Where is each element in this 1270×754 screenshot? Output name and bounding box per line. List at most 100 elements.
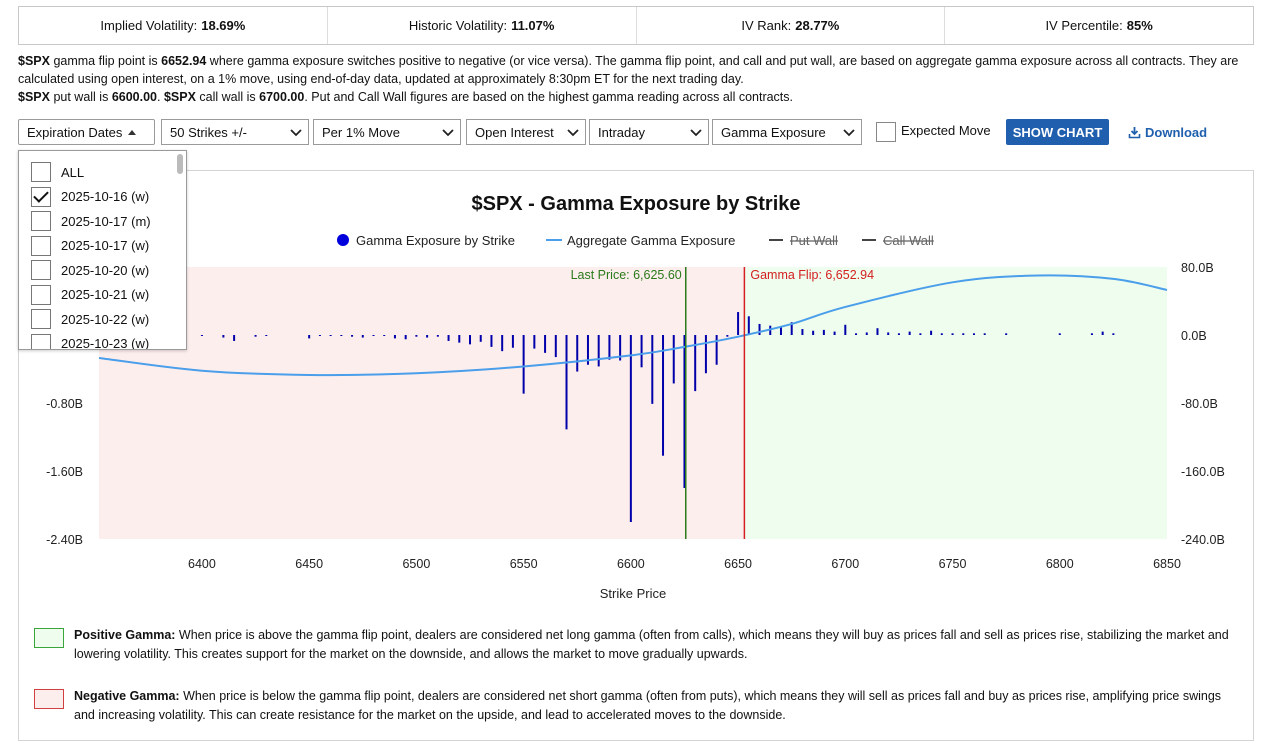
expiration-option[interactable]: 2025-10-16 (w) xyxy=(31,185,149,209)
historic-volatility-stat: Historic Volatility: 11.07% xyxy=(328,7,637,44)
expiration-option[interactable]: 2025-10-17 (m) xyxy=(31,209,151,233)
y-right-tick-label: 80.0B xyxy=(1181,261,1214,275)
gamma-bar xyxy=(672,335,675,384)
chevron-down-icon xyxy=(843,129,855,137)
gamma-bar xyxy=(501,335,504,352)
strikes-select[interactable]: 50 Strikes +/- xyxy=(161,119,309,145)
gamma-bar xyxy=(833,331,836,335)
expiration-checkbox[interactable] xyxy=(31,211,51,231)
gamma-bar xyxy=(393,335,396,339)
gamma-bar xyxy=(200,335,203,336)
gamma-exposure-panel: $SPX - Gamma Exposure by Strike Gamma Exp… xyxy=(18,170,1254,741)
gamma-bar xyxy=(844,324,847,335)
gamma-bar xyxy=(447,335,450,341)
gamma-bar xyxy=(737,312,740,335)
y-right-tick-label: 0.0B xyxy=(1181,329,1207,343)
gamma-bar xyxy=(265,335,268,336)
chevron-down-icon xyxy=(690,129,702,137)
expiration-option[interactable]: 2025-10-17 (w) xyxy=(31,234,149,258)
gamma-bar xyxy=(640,335,643,368)
expiration-checkbox[interactable] xyxy=(31,260,51,280)
expiration-dates-select[interactable]: Expiration Dates xyxy=(18,119,155,145)
gamma-bar xyxy=(340,335,343,336)
gamma-bar xyxy=(876,328,879,335)
gamma-bar xyxy=(436,335,439,337)
download-link[interactable]: Download xyxy=(1128,125,1207,140)
expected-move-checkbox[interactable] xyxy=(876,122,896,142)
expiration-option[interactable]: 2025-10-22 (w) xyxy=(31,307,149,331)
x-tick-label: 6650 xyxy=(724,557,752,571)
gamma-bar xyxy=(1101,331,1104,335)
chevron-down-icon xyxy=(442,129,454,137)
expiration-option[interactable]: 2025-10-21 (w) xyxy=(31,283,149,307)
gamma-bar xyxy=(1005,333,1008,335)
expiration-checkbox[interactable] xyxy=(31,333,51,349)
gamma-bar xyxy=(1112,333,1115,335)
gamma-bar xyxy=(855,333,858,335)
x-tick-label: 6800 xyxy=(1046,557,1074,571)
expiration-checkbox[interactable] xyxy=(31,309,51,329)
expiration-option[interactable]: 2025-10-20 (w) xyxy=(31,258,149,282)
x-tick-label: 6450 xyxy=(295,557,323,571)
gamma-bar xyxy=(383,335,386,336)
legend-call-wall: Call Wall xyxy=(883,233,934,248)
period-select[interactable]: Intraday xyxy=(589,119,709,145)
gamma-bar xyxy=(651,335,654,404)
expiration-option[interactable]: ALL xyxy=(31,160,84,184)
y-left-tick-label: -1.60B xyxy=(46,465,83,479)
show-chart-button[interactable]: SHOW CHART xyxy=(1006,119,1109,145)
gamma-bar xyxy=(726,335,729,337)
gamma-bar xyxy=(1058,333,1061,335)
gamma-bar xyxy=(533,335,536,349)
expiration-checkbox[interactable] xyxy=(31,162,51,182)
gamma-bar xyxy=(619,335,622,361)
metric-select[interactable]: Gamma Exposure xyxy=(712,119,862,145)
y-right-tick-label: -160.0B xyxy=(1181,465,1225,479)
x-tick-label: 6550 xyxy=(510,557,538,571)
expiration-checkbox[interactable] xyxy=(31,235,51,256)
gamma-bar xyxy=(822,329,825,335)
gamma-bar xyxy=(479,335,482,342)
positive-gamma-note: Positive Gamma: When price is above the … xyxy=(34,626,1234,664)
implied-volatility-stat: Implied Volatility: 18.69% xyxy=(19,7,328,44)
negative-gamma-note: Negative Gamma: When price is below the … xyxy=(34,687,1234,725)
expiration-option[interactable]: 2025-10-23 (w) xyxy=(31,332,150,350)
download-icon xyxy=(1128,127,1141,139)
dropdown-scrollbar[interactable] xyxy=(177,154,183,174)
gamma-bar xyxy=(983,333,986,335)
expiration-label: 2025-10-21 (w) xyxy=(61,287,150,302)
expiration-checkbox[interactable] xyxy=(31,284,51,305)
chevron-down-icon xyxy=(290,129,302,137)
gamma-bar xyxy=(415,335,418,337)
legend-dot-icon xyxy=(337,234,349,246)
gamma-bar xyxy=(887,332,890,335)
x-axis-title: Strike Price xyxy=(600,586,666,601)
gamma-exposure-chart: $SPX - Gamma Exposure by Strike Gamma Exp… xyxy=(46,193,1225,601)
gamma-bar xyxy=(919,333,922,335)
gamma-bar xyxy=(458,335,461,343)
gamma-bar xyxy=(565,335,568,430)
gamma-bar xyxy=(908,331,911,335)
legend-put-wall: Put Wall xyxy=(790,233,838,248)
expiration-label: 2025-10-23 (w) xyxy=(61,336,150,350)
gamma-bar xyxy=(694,335,697,392)
aggregate-gamma-line xyxy=(98,274,1168,377)
legend-gamma-by-strike: Gamma Exposure by Strike xyxy=(356,233,515,248)
expiration-label: ALL xyxy=(61,164,85,180)
move-select[interactable]: Per 1% Move xyxy=(313,119,461,145)
gamma-bar xyxy=(758,323,761,335)
gamma-bar xyxy=(308,335,311,339)
gamma-bar xyxy=(801,329,804,335)
gamma-bar xyxy=(972,333,975,335)
gamma-bar xyxy=(554,335,557,358)
positive-gamma-swatch xyxy=(34,628,64,648)
expiration-checkbox[interactable] xyxy=(31,186,51,207)
expiration-label: 2025-10-17 (m) xyxy=(61,213,151,229)
expiration-dates-dropdown[interactable]: ALL 2025-10-16 (w) 2025-10-17 (m) 2025-10-1… xyxy=(18,150,187,350)
gamma-info-text: $SPX gamma flip point is 6652.94 where g… xyxy=(18,52,1254,106)
expiration-label: 2025-10-20 (w) xyxy=(61,262,150,278)
gamma-bar xyxy=(865,332,868,335)
chart-title: $SPX - Gamma Exposure by Strike xyxy=(471,193,800,215)
interest-select[interactable]: Open Interest xyxy=(466,119,586,145)
gamma-bar xyxy=(629,335,632,522)
